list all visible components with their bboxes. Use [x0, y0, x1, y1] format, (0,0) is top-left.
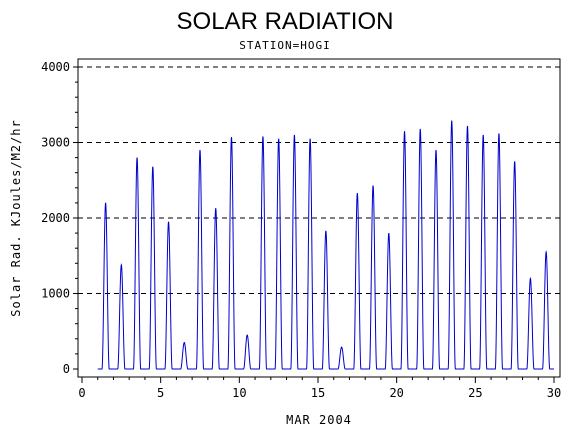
- x-axis-label: MAR 2004: [286, 413, 352, 427]
- chart-subtitle: STATION=HOGI: [239, 39, 330, 52]
- y-tick-label-1000: 1000: [41, 287, 70, 301]
- y-gridlines: [78, 66, 560, 294]
- x-tick-label-5: 5: [157, 386, 164, 400]
- y-tick-label-3000: 3000: [41, 136, 70, 150]
- y-tick-label-0: 0: [63, 362, 70, 376]
- x-tick-label-30: 30: [547, 386, 561, 400]
- x-axis-ticks: 0 5 10 15 20 25 30: [78, 377, 561, 400]
- y-tick-label-4000: 4000: [41, 60, 70, 74]
- x-tick-label-10: 10: [232, 386, 246, 400]
- y-axis-ticks: 0 1000 2000 3000 4000: [41, 60, 78, 376]
- series-line: [97, 120, 554, 370]
- y-tick-label-2000: 2000: [41, 211, 70, 225]
- x-tick-label-15: 15: [311, 386, 325, 400]
- y-axis-label: Solar Rad. KJoules/M2/hr: [9, 119, 23, 316]
- x-tick-label-25: 25: [468, 386, 482, 400]
- chart-title: SOLAR RADIATION: [177, 8, 394, 35]
- x-tick-label-20: 20: [389, 386, 403, 400]
- x-tick-label-0: 0: [78, 386, 85, 400]
- series-solar-radiation: [97, 120, 554, 370]
